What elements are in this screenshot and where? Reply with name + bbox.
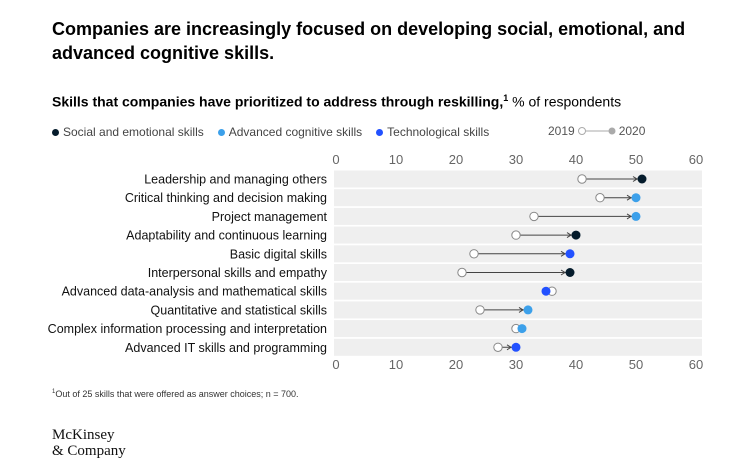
- subtitle-main: Skills that companies have prioritized t…: [52, 93, 504, 110]
- footnote: 1Out of 25 skills that were offered as a…: [52, 389, 299, 399]
- row-arrowhead: [506, 344, 512, 351]
- legend-year-from: 2019: [548, 124, 575, 138]
- legend-tech-dot: [376, 128, 384, 136]
- point-2020: [631, 211, 641, 221]
- x-tick-bottom-60: 60: [689, 357, 703, 372]
- point-2020: [523, 305, 533, 315]
- point-2019: [493, 342, 503, 352]
- legend-year-to: 2020: [618, 124, 646, 138]
- point-2020: [511, 342, 521, 352]
- row-label: Advanced data-analysis and mathematical …: [62, 285, 327, 299]
- x-tick-top-20: 20: [449, 152, 463, 167]
- x-tick-top-0: 0: [332, 152, 339, 167]
- row-band: [334, 170, 702, 188]
- x-tick-bottom-10: 10: [389, 357, 403, 372]
- legend-tech-label: Technological skills: [387, 125, 490, 139]
- row-label: Adaptability and continuous learning: [126, 229, 327, 243]
- row-label: Critical thinking and decision making: [125, 191, 327, 205]
- x-tick-bottom-0: 0: [332, 357, 339, 372]
- footnote-marker: 1: [52, 389, 56, 395]
- legend-tech: Technological skills: [376, 125, 489, 139]
- chart-legend: Social and emotional skills Advanced cog…: [52, 124, 732, 140]
- legend-cognitive-label: Advanced cognitive skills: [228, 125, 363, 139]
- point-2019: [475, 305, 485, 315]
- legend-cognitive: Advanced cognitive skills: [217, 125, 363, 139]
- x-tick-top-50: 50: [629, 152, 643, 167]
- point-2020: [631, 193, 641, 203]
- x-tick-bottom-30: 30: [509, 357, 523, 372]
- point-2019: [457, 267, 467, 278]
- x-tick-bottom-50: 50: [629, 357, 643, 372]
- row-band: [334, 282, 702, 300]
- x-tick-bottom-40: 40: [569, 357, 583, 372]
- x-tick-top-40: 40: [569, 152, 583, 167]
- legend-cognitive-dot: [217, 128, 225, 136]
- legend-social-dot: [52, 128, 59, 136]
- row-label: Interpersonal skills and empathy: [148, 266, 328, 280]
- subtitle-footnote-marker: 1: [503, 93, 509, 103]
- point-2020: [565, 249, 575, 259]
- legend-social-label: Social and emotional skills: [63, 125, 204, 139]
- row-arrowhead: [560, 269, 566, 276]
- legend-years: 2019 2020: [548, 124, 645, 138]
- point-2020: [571, 230, 581, 240]
- logo-line-1: McKinsey: [52, 427, 115, 443]
- row-label: Basic digital skills: [230, 247, 327, 261]
- x-tick-bottom-20: 20: [449, 357, 463, 372]
- row-label: Complex information processing and inter…: [48, 322, 327, 336]
- footnote-text: Out of 25 skills that were offered as an…: [55, 389, 299, 399]
- row-arrowhead: [518, 306, 524, 313]
- legend-year-arrow-icon: [577, 127, 616, 135]
- point-2020: [565, 268, 575, 277]
- point-2020: [541, 286, 551, 296]
- row-band: [334, 207, 702, 225]
- point-2019: [511, 230, 521, 240]
- mckinsey-logo: McKinsey & Company: [52, 427, 126, 459]
- point-2019: [529, 211, 539, 222]
- row-arrowhead: [626, 194, 632, 201]
- point-2019: [595, 193, 605, 203]
- row-label: Quantitative and statistical skills: [151, 303, 327, 317]
- x-tick-top-30: 30: [509, 152, 523, 167]
- row-label: Advanced IT skills and programming: [125, 341, 327, 355]
- row-arrowhead: [626, 213, 632, 220]
- x-tick-top-60: 60: [689, 152, 703, 167]
- row-band: [334, 189, 702, 207]
- row-label: Leadership and managing others: [144, 173, 327, 187]
- legend-social: Social and emotional skills: [52, 125, 204, 139]
- point-2020: [637, 174, 647, 184]
- point-2019: [469, 249, 479, 259]
- subtitle-unit: % of respondents: [508, 93, 622, 110]
- point-2019: [577, 174, 587, 184]
- point-2020: [517, 324, 527, 334]
- chart-subtitle: Skills that companies have prioritized t…: [52, 89, 621, 111]
- row-arrowhead: [632, 176, 638, 182]
- x-tick-top-10: 10: [389, 152, 403, 167]
- row-arrowhead: [560, 250, 566, 257]
- chart-title: Companies are increasingly focused on de…: [52, 19, 686, 63]
- logo-line-2: & Company: [52, 443, 126, 459]
- row-label: Project management: [212, 210, 328, 224]
- row-arrowhead: [566, 232, 572, 239]
